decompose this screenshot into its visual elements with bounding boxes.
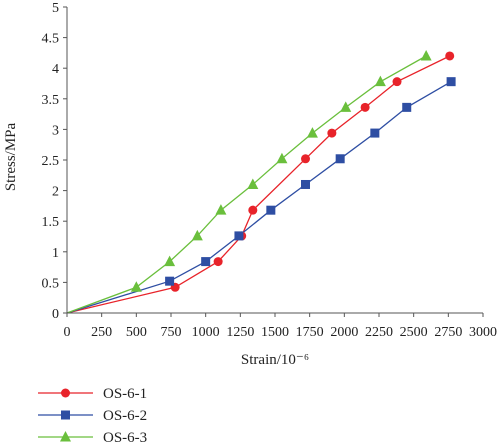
series-line-os-6-1: [66, 55, 450, 314]
data-point-os-6-3: [306, 127, 318, 138]
data-point-os-6-1: [360, 102, 370, 112]
y-axis-title: Stress/MPa: [3, 122, 19, 191]
data-point-os-6-1: [213, 257, 223, 267]
data-point-os-6-3: [374, 75, 386, 87]
y-tick-label: 2: [52, 185, 59, 200]
data-point-os-6-1: [327, 128, 337, 138]
data-point-os-6-1: [392, 77, 402, 87]
x-tick-label: 750: [161, 325, 182, 340]
y-tick-label: 2.5: [42, 154, 60, 169]
y-tick-label: 5: [52, 1, 59, 16]
data-point-os-6-2: [266, 205, 276, 215]
y-tick-label: 3.5: [42, 93, 60, 108]
data-point-os-6-3: [130, 281, 142, 292]
plot-area: [66, 49, 456, 314]
data-point-os-6-3: [215, 204, 227, 215]
y-tick-label: 0: [52, 307, 59, 322]
legend-label-os-6-2: OS-6-2: [103, 408, 147, 424]
x-tick-label: 2750: [434, 325, 462, 340]
x-axis-title: Strain/10⁻⁶: [241, 352, 309, 368]
x-tick-label: 2250: [365, 325, 393, 340]
legend: OS-6-1 OS-6-2 OS-6-3: [38, 386, 147, 446]
data-point-os-6-2: [402, 102, 412, 112]
x-tick-label: 2500: [400, 325, 428, 340]
data-point-os-6-3: [191, 229, 203, 241]
data-point-os-6-2: [234, 231, 244, 241]
legend-marker-os-6-2: [61, 410, 70, 420]
data-point-os-6-1: [301, 154, 311, 164]
x-tick-label: 3000: [469, 325, 497, 340]
data-point-os-6-3: [247, 178, 259, 189]
y-tick-label: 4: [52, 62, 59, 77]
x-tick-label: 2000: [330, 325, 358, 340]
y-tick-label: 3: [52, 123, 59, 138]
data-point-os-6-2: [301, 179, 311, 189]
data-point-os-6-1: [445, 51, 455, 61]
y-tick-label: 1: [52, 246, 59, 261]
series-line-os-6-3: [66, 55, 427, 314]
axes: Strain/10⁻⁶ Stress/MPa 0 250 500 750 1000 125…: [3, 1, 497, 368]
data-point-os-6-3: [420, 49, 432, 61]
data-point-os-6-2: [370, 128, 380, 138]
x-tick-label: 0: [64, 325, 71, 340]
legend-label-os-6-3: OS-6-3: [103, 430, 147, 446]
data-point-os-6-3: [276, 152, 288, 164]
y-tick-label: 0.5: [42, 276, 60, 291]
y-tick-label: 4.5: [42, 32, 60, 47]
legend-marker-os-6-3: [60, 431, 71, 442]
data-point-os-6-2: [335, 154, 345, 164]
x-tick-label: 1250: [226, 325, 254, 340]
data-point-os-6-1: [248, 205, 258, 215]
x-tick-label: 1750: [296, 325, 324, 340]
data-point-os-6-2: [165, 276, 175, 286]
data-point-os-6-2: [201, 257, 211, 267]
x-tick-label: 1500: [261, 325, 289, 340]
x-tick-label: 250: [91, 325, 112, 340]
y-tick-label: 1.5: [42, 215, 60, 230]
data-point-os-6-3: [340, 101, 352, 112]
x-tick-label: 1000: [192, 325, 220, 340]
series-line-os-6-2: [66, 81, 452, 314]
legend-label-os-6-1: OS-6-1: [103, 386, 147, 402]
legend-marker-os-6-1: [61, 388, 70, 398]
data-point-os-6-3: [164, 255, 176, 267]
data-point-os-6-2: [446, 77, 456, 87]
x-tick-label: 500: [126, 325, 147, 340]
